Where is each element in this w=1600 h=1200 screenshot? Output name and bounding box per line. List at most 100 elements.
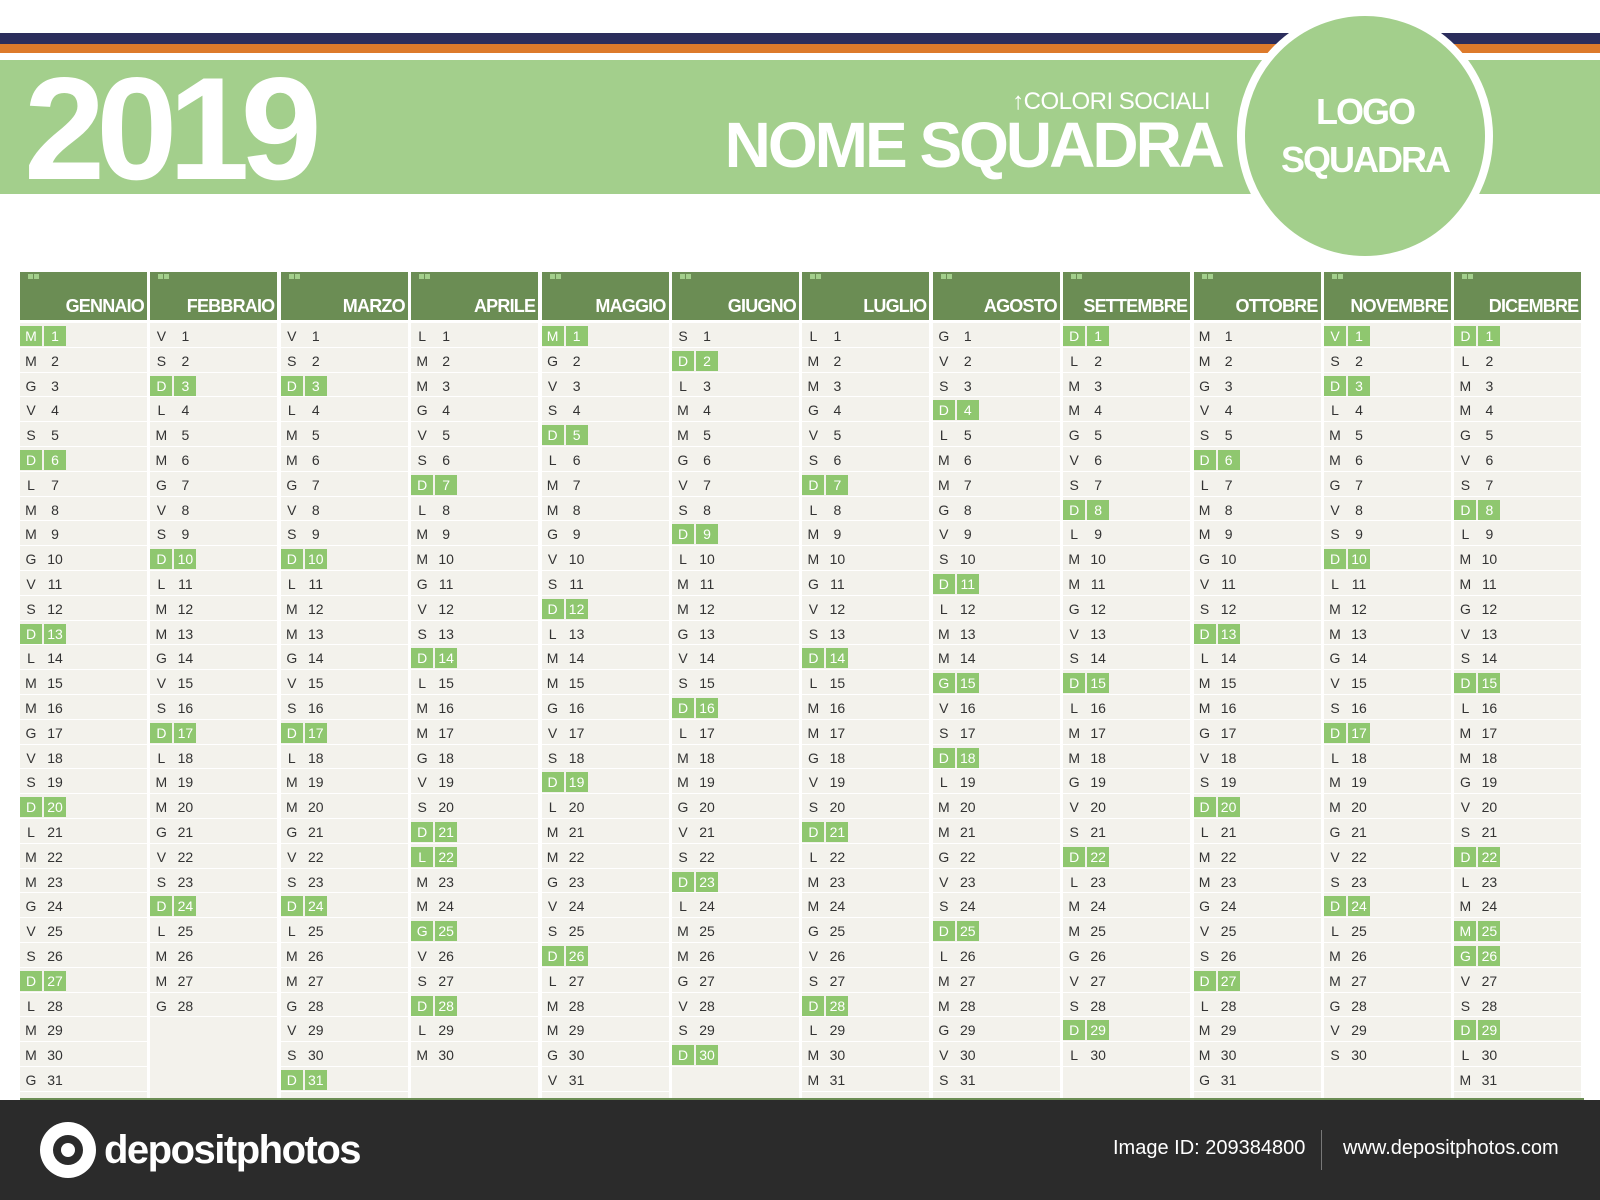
day-number: 1 (963, 328, 972, 344)
day-row: V 11 (20, 571, 147, 596)
weekday-letter: L (1200, 476, 1209, 493)
weekday-letter: L (27, 476, 35, 493)
day-number: 26 (565, 946, 588, 966)
weekday-letter: G (1199, 898, 1211, 915)
day-row: S 27 (411, 968, 539, 993)
weekday-letter: G (25, 724, 37, 741)
day-number: 27 (960, 972, 976, 989)
day-row: M 14 (541, 645, 669, 671)
day-row: V 19 (411, 769, 539, 795)
day-number: 25 (1351, 923, 1367, 940)
weekday-letter: V (1199, 576, 1210, 592)
day-number: 21 (1351, 824, 1367, 840)
weekday-letter: V (287, 501, 297, 518)
day-number: 13 (1217, 623, 1240, 644)
weekday-letter: M (25, 873, 37, 890)
day-row: M 18 (672, 745, 799, 770)
month-column: FEBBRAIO V 1 S 2 D 3 L 4 M 5 M 6 G 7 V 8 S 9 D 10 L 11 M 12 M 13 G 1… (150, 272, 278, 1100)
day-number: 7 (51, 476, 59, 493)
weekday-letter: V (417, 948, 427, 964)
weekday-letter: D (1454, 499, 1477, 520)
day-number: 24 (304, 896, 327, 917)
day-number: 1 (1087, 326, 1110, 346)
header-marker-icon (1071, 274, 1083, 279)
day-number: 15 (568, 675, 585, 692)
brand-logo[interactable]: depositphotos (40, 1122, 362, 1178)
day-number: 12 (565, 598, 588, 619)
day-number: 20 (308, 799, 324, 816)
day-row-holiday: D 25 (932, 918, 1060, 943)
day-number: 5 (1094, 427, 1103, 444)
weekday-letter: D (411, 474, 434, 495)
weekday-letter: S (547, 402, 558, 419)
day-number: 20 (1090, 799, 1106, 816)
day-row-holiday: D 20 (20, 794, 147, 819)
month-days: V 1 S 2 D 3 L 4 M 5 M 6 G 7 V 8 S 9 D 10 L 11 M 12 M 13 G 14 V 15 S 16 D… (150, 323, 278, 1100)
day-number: 5 (1485, 427, 1494, 444)
month-column: GIUGNO S 1 D 2 L 3 M 4 M 5 G 6 V 7 S 8 D 9 L 10 M 11 M 12 G 13 V 14 S… (672, 272, 799, 1100)
day-number: 16 (438, 700, 454, 716)
day-row: V 22 (150, 844, 278, 869)
day-row: V 12 (802, 596, 930, 621)
day-number: 12 (1351, 600, 1367, 617)
day-number: 3 (442, 377, 451, 394)
day-number: 24 (438, 898, 454, 915)
day-row: M 30 (802, 1042, 930, 1067)
day-row: V 24 (541, 893, 669, 919)
day-number: 7 (1094, 476, 1103, 493)
weekday-letter: V (547, 551, 558, 568)
day-number: 7 (1224, 476, 1233, 493)
day-row: G 31 (20, 1067, 147, 1092)
weekday-letter: V (1330, 848, 1340, 865)
day-row: M 29 (541, 1017, 669, 1043)
day-number: 13 (44, 623, 66, 644)
day-number: 3 (833, 377, 842, 394)
day-number: 1 (1348, 326, 1370, 346)
day-number: 5 (51, 427, 59, 444)
weekday-letter: V (1330, 501, 1340, 518)
weekday-letter: L (411, 846, 434, 867)
weekday-letter: M (1198, 700, 1211, 716)
weekday-letter: L (27, 824, 35, 840)
day-number: 1 (44, 326, 66, 346)
weekday-letter: G (411, 921, 434, 942)
weekday-letter: S (1460, 997, 1471, 1014)
day-number: 8 (311, 501, 320, 518)
day-number: 18 (568, 749, 585, 766)
day-number: 11 (178, 576, 193, 592)
day-number: 3 (1224, 377, 1233, 394)
weekday-letter: L (418, 328, 427, 344)
day-number: 27 (1217, 970, 1240, 991)
weekday-letter: S (1330, 873, 1340, 890)
day-number: 13 (1481, 625, 1498, 642)
day-number: 7 (572, 476, 581, 493)
day-row: L 28 (1193, 993, 1321, 1018)
day-number: 28 (177, 997, 194, 1014)
day-number: 6 (572, 452, 581, 468)
weekday-letter: S (287, 1047, 297, 1064)
day-number: 10 (960, 551, 976, 568)
day-row: L 29 (411, 1017, 539, 1043)
weekday-letter: M (1068, 377, 1081, 394)
day-number: 21 (1481, 824, 1498, 840)
weekday-letter: G (1459, 427, 1471, 444)
weekday-letter: L (548, 972, 557, 989)
day-number: 16 (1351, 700, 1367, 716)
day-row: V 15 (1324, 670, 1451, 695)
day-row: G 17 (20, 720, 147, 745)
site-url[interactable]: www.depositphotos.com (1343, 1137, 1559, 1159)
weekday-letter: G (807, 749, 819, 766)
day-number: 14 (435, 648, 458, 669)
day-number: 22 (1478, 846, 1501, 867)
day-number: 6 (1355, 452, 1363, 468)
weekday-letter: S (1069, 997, 1079, 1014)
day-row: G 22 (932, 844, 1060, 869)
camera-icon (40, 1122, 96, 1178)
day-row: M 31 (802, 1067, 930, 1092)
weekday-letter: V (156, 501, 167, 518)
